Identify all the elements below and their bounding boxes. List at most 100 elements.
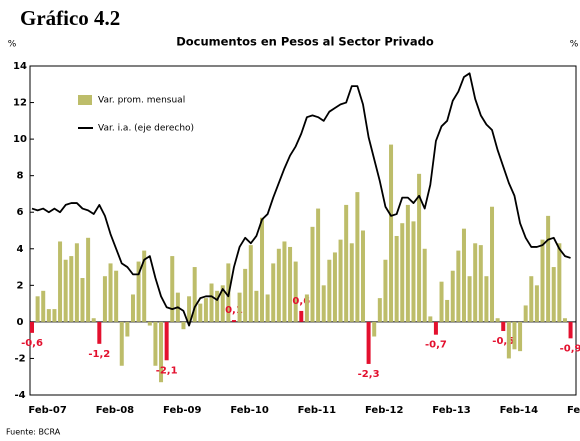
bar: [304, 294, 309, 322]
legend-swatch: [78, 95, 92, 105]
bar: [417, 173, 422, 322]
bar: [568, 321, 573, 339]
bar: [355, 192, 360, 322]
value-label: -0,7: [425, 340, 447, 351]
bar: [248, 245, 253, 322]
bar: [512, 321, 517, 350]
bar: [495, 318, 500, 322]
bar: [473, 243, 478, 322]
bar: [338, 239, 343, 322]
y-tick-label: 2: [17, 280, 24, 291]
bar: [153, 321, 158, 366]
y-tick-label: 4: [17, 244, 24, 255]
bar: [518, 321, 523, 352]
bar: [108, 263, 113, 322]
bar: [119, 321, 124, 366]
y-tick-label: -4: [14, 390, 25, 401]
bar: [529, 276, 534, 322]
bar: [91, 318, 96, 322]
bar: [74, 243, 79, 322]
bar: [215, 290, 220, 322]
bar: [562, 318, 567, 322]
source-note: Fuente: BCRA: [6, 428, 61, 437]
bar: [422, 248, 427, 322]
value-label: -1,2: [88, 349, 110, 360]
x-tick-label: Feb-13: [432, 405, 470, 416]
x-tick-label: Feb-09: [163, 405, 201, 416]
bar: [80, 278, 85, 322]
bar: [142, 250, 147, 322]
bar: [293, 261, 298, 322]
bar: [433, 321, 438, 335]
bar: [243, 268, 248, 322]
bar: [299, 310, 304, 322]
value-label: 0,1: [225, 305, 243, 316]
y-tick-label: 8: [17, 171, 24, 182]
value-label: -0,5: [492, 336, 514, 347]
bar: [461, 228, 466, 322]
bar: [237, 292, 242, 322]
bar: [394, 235, 399, 322]
bar: [35, 296, 40, 322]
chart-title: Gráfico 4.2: [20, 6, 120, 30]
y-tick-label: 6: [17, 207, 24, 218]
x-tick-label: Feb-10: [230, 405, 268, 416]
bar: [383, 259, 388, 322]
value-label: -2,1: [156, 365, 178, 376]
bar: [203, 298, 208, 322]
bar: [405, 204, 410, 322]
bar: [439, 281, 444, 322]
x-tick-label: Feb-11: [298, 405, 336, 416]
bar: [551, 267, 556, 322]
bar: [136, 261, 141, 322]
bar: [372, 321, 377, 337]
bar: [164, 321, 169, 361]
legend-label: Var. i.a. (eje derecho): [98, 124, 194, 134]
bar: [534, 285, 539, 322]
bar: [344, 204, 349, 322]
bar: [546, 215, 551, 322]
bar: [484, 276, 489, 322]
bar: [316, 208, 321, 322]
bar: [198, 303, 203, 322]
bar: [271, 263, 276, 322]
bar: [321, 285, 326, 322]
bar: [260, 217, 265, 322]
bar: [456, 250, 461, 322]
value-label: -0,6: [21, 338, 43, 349]
bar: [220, 285, 225, 322]
bar: [58, 241, 63, 322]
bar: [523, 305, 528, 322]
bar: [41, 290, 46, 322]
bar: [130, 294, 135, 322]
bar: [125, 321, 130, 337]
bar: [102, 276, 107, 322]
bar: [254, 290, 259, 322]
y-tick-label: 0: [17, 317, 24, 328]
bar: [400, 223, 405, 322]
bar: [209, 283, 214, 322]
bar: [557, 243, 562, 322]
y-tick-label: -2: [14, 353, 25, 364]
bar: [428, 316, 433, 322]
y-tick-label: 14: [13, 61, 27, 72]
bar: [411, 221, 416, 322]
y-tick-label: 10: [13, 134, 27, 145]
bar: [187, 296, 192, 322]
y-tick-label: 12: [13, 98, 27, 109]
bar: [540, 239, 545, 322]
bar: [159, 321, 164, 383]
bar: [30, 321, 34, 333]
bar: [265, 294, 270, 322]
bar: [332, 252, 337, 322]
bar: [282, 241, 287, 322]
bar: [147, 321, 152, 326]
bar: [327, 259, 332, 322]
bar: [377, 298, 382, 322]
bar: [192, 267, 197, 322]
bar: [310, 226, 315, 322]
y-axis-label: %: [8, 40, 17, 50]
bar: [52, 309, 57, 322]
bar: [86, 237, 91, 322]
